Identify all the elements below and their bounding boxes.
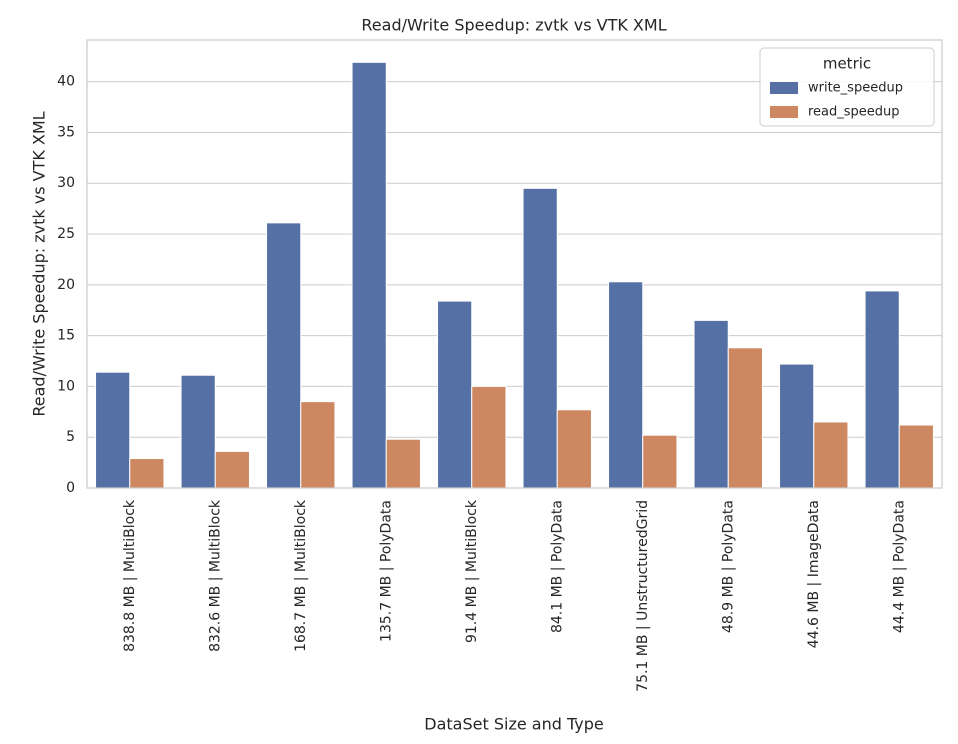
bar	[813, 421, 849, 489]
y-tick-label: 10	[57, 378, 75, 394]
bar	[385, 438, 421, 489]
bar	[351, 61, 387, 489]
bar	[608, 281, 644, 489]
bar	[693, 319, 729, 489]
bar	[437, 300, 473, 489]
bar	[95, 371, 131, 489]
x-tick-label: 832.6 MB | MultiBlock	[207, 499, 223, 652]
x-tick-label: 838.8 MB | MultiBlock	[122, 499, 138, 652]
x-tick-label: 84.1 MB | PolyData	[549, 500, 565, 633]
y-tick-label: 30	[57, 175, 75, 191]
y-axis-label: Read/Write Speedup: zvtk vs VTK XML	[30, 111, 49, 416]
legend-swatch	[770, 82, 798, 94]
y-tick-label: 15	[57, 328, 75, 344]
bar	[642, 434, 678, 489]
bar	[522, 187, 558, 489]
bar	[266, 222, 302, 489]
y-tick-label: 40	[57, 74, 75, 90]
bar	[556, 409, 592, 489]
legend-label: read_speedup	[808, 105, 900, 120]
x-tick-label: 168.7 MB | MultiBlock	[293, 499, 309, 652]
bar	[129, 458, 165, 489]
bar	[214, 450, 250, 489]
x-tick-label: 44.4 MB | PolyData	[891, 500, 907, 633]
y-tick-label: 5	[66, 429, 75, 445]
x-tick-label: 91.4 MB | MultiBlock	[464, 499, 480, 643]
bar	[300, 401, 336, 489]
x-tick-label: 75.1 MB | UnstructuredGrid	[635, 500, 651, 692]
y-tick-label: 35	[57, 124, 75, 140]
x-tick-label: 44.6 MB | ImageData	[806, 500, 822, 648]
bar	[727, 347, 763, 489]
legend-box	[759, 47, 935, 127]
chart-title: Read/Write Speedup: zvtk vs VTK XML	[361, 16, 666, 35]
bar	[898, 424, 934, 489]
y-tick-label: 0	[66, 480, 75, 496]
y-tick-label: 25	[57, 226, 75, 242]
bar	[779, 363, 815, 489]
plot-border	[86, 39, 943, 489]
bar	[180, 374, 216, 489]
legend-swatch	[770, 106, 798, 118]
bar	[471, 385, 507, 489]
x-tick-label: 48.9 MB | PolyData	[720, 500, 736, 633]
x-tick-label: 135.7 MB | PolyData	[378, 500, 394, 642]
legend-label: write_speedup	[808, 81, 903, 96]
x-axis-label: DataSet Size and Type	[424, 715, 603, 734]
bar	[864, 290, 900, 489]
legend-title: metric	[823, 55, 871, 73]
y-tick-label: 20	[57, 277, 75, 293]
